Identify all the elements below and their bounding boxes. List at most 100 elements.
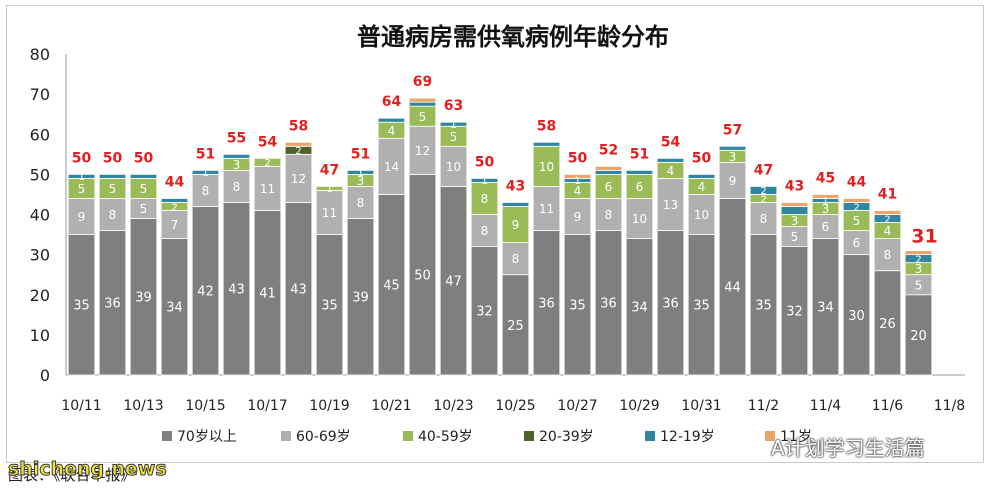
bar-segment <box>811 194 840 199</box>
data-label: 3 <box>791 214 799 228</box>
bar-segment <box>594 165 623 171</box>
bars <box>67 97 933 376</box>
bar-segment <box>284 141 313 147</box>
x-tick-label: 10/11 <box>61 398 101 414</box>
x-tick-label: 10/17 <box>247 398 287 414</box>
data-label: 2 <box>171 202 177 213</box>
total-label: 50 <box>692 150 712 166</box>
x-tick-label: 10/15 <box>185 398 225 414</box>
y-tick-label: 50 <box>30 165 50 184</box>
bar-segment <box>656 177 685 231</box>
data-label: 4 <box>698 180 706 194</box>
data-label: 10 <box>694 208 709 222</box>
data-label: 9 <box>78 210 86 224</box>
data-label: 36 <box>104 297 121 312</box>
bar-segment <box>873 270 902 376</box>
data-label: 12 <box>291 172 306 186</box>
legend-label: 20-39岁 <box>539 429 594 445</box>
y-tick-label: 60 <box>30 125 50 144</box>
data-label: 11 <box>539 202 554 216</box>
x-tick-label: 10/19 <box>309 398 349 414</box>
bar-segment <box>253 157 282 167</box>
bar-segment <box>687 173 716 179</box>
bar-segment <box>346 218 375 376</box>
wechat-watermark-text: A计划学习生活篇 <box>771 436 925 460</box>
x-tick-label: 11/2 <box>748 398 779 414</box>
bar-segment <box>532 141 561 147</box>
bar-segment <box>470 177 499 183</box>
total-label: 54 <box>258 134 278 150</box>
chart-credit: 图表：《联合早报》 <box>8 466 136 484</box>
data-label: 4 <box>667 164 675 178</box>
bar-segment <box>222 153 251 159</box>
legend-label: 70岁以上 <box>177 429 237 445</box>
bar-segment <box>687 234 716 376</box>
total-label: 50 <box>103 150 123 166</box>
legend-swatch <box>403 431 413 441</box>
data-label: 3 <box>822 202 830 216</box>
y-tick-label: 80 <box>30 45 50 64</box>
data-label: 5 <box>450 130 458 144</box>
data-label: 1 <box>450 120 456 131</box>
bar-segment <box>501 274 530 376</box>
total-label: 44 <box>847 174 867 190</box>
data-label: 34 <box>631 301 648 316</box>
total-label: 54 <box>661 134 681 150</box>
bar-segment <box>501 242 530 276</box>
bar-segment <box>315 190 344 235</box>
data-label: 8 <box>357 196 365 210</box>
bar-segment <box>625 173 654 199</box>
bar-segment <box>98 198 127 231</box>
bar-segment <box>67 173 96 179</box>
data-label: 1 <box>357 168 363 179</box>
data-label: 10 <box>632 212 647 226</box>
x-tick-label: 10/25 <box>495 398 535 414</box>
x-tick-label: 10/27 <box>557 398 597 414</box>
data-label: 6 <box>822 220 830 234</box>
data-label: 44 <box>724 281 741 296</box>
x-tick-label: 10/21 <box>371 398 411 414</box>
data-label: 6 <box>853 236 861 250</box>
data-label: 3 <box>729 150 737 164</box>
y-tick-label: 40 <box>30 206 50 225</box>
data-label: 1 <box>822 196 828 207</box>
data-label: 35 <box>73 299 90 314</box>
data-label: 8 <box>605 208 613 222</box>
legend-item: 11岁 <box>765 429 812 445</box>
total-label: 50 <box>475 154 495 170</box>
data-label: 5 <box>78 182 86 196</box>
data-label: 4 <box>574 184 582 198</box>
data-label: 6 <box>605 180 613 194</box>
data-label: 5 <box>791 230 799 244</box>
bar-segment <box>873 210 902 215</box>
data-label: 1 <box>78 172 84 183</box>
data-label: 35 <box>321 299 338 314</box>
data-label: 50 <box>414 269 431 284</box>
data-label: 32 <box>786 305 803 320</box>
bar-segment <box>408 101 437 107</box>
legend-label: 40-59岁 <box>418 429 473 445</box>
data-label: 43 <box>228 283 245 298</box>
data-label: 6 <box>636 180 644 194</box>
data-label: 9 <box>574 210 582 224</box>
total-label: 58 <box>289 118 308 134</box>
total-label: 52 <box>599 142 618 158</box>
data-label: 34 <box>817 301 834 316</box>
legend-swatch <box>281 431 291 441</box>
y-tick-label: 10 <box>30 326 50 345</box>
data-label: 45 <box>383 279 400 294</box>
bar-segment <box>625 238 654 376</box>
bar-segment <box>625 198 654 239</box>
data-label: 11 <box>260 182 275 196</box>
bar-segment <box>532 186 561 231</box>
chart-title: 普通病房需供氧病例年龄分布 <box>357 23 669 51</box>
bar-segment <box>98 173 127 179</box>
bar-segment <box>594 198 623 231</box>
bar-segment <box>67 234 96 376</box>
bar-segment <box>904 250 933 256</box>
data-label: 35 <box>569 299 586 314</box>
bar-segment <box>749 202 778 235</box>
data-label: 8 <box>760 212 768 226</box>
data-label: 1 <box>481 176 487 187</box>
